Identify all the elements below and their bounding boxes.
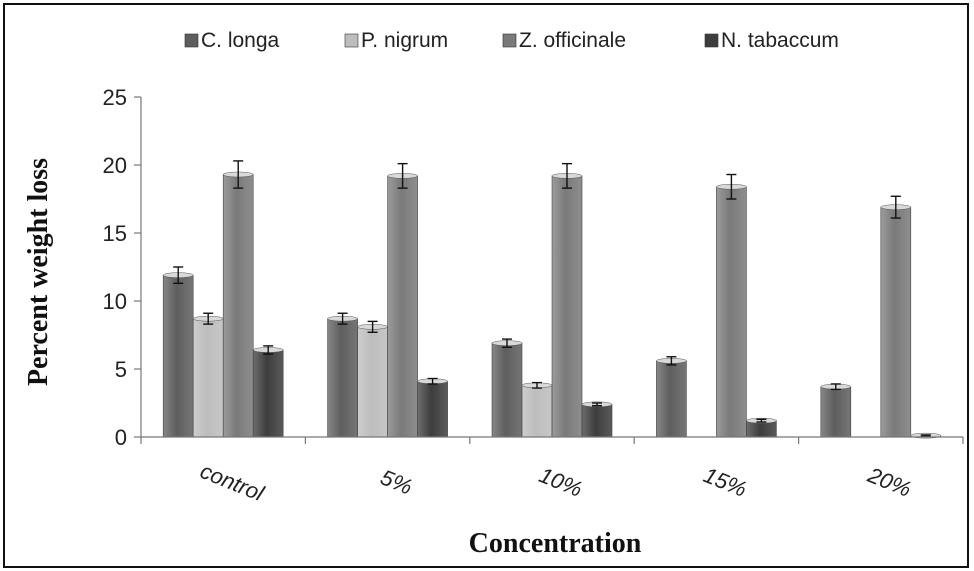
bar — [491, 342, 523, 438]
x-tick-label: control — [197, 458, 269, 506]
bar — [252, 349, 284, 438]
bar — [581, 404, 613, 438]
legend-label: N. tabaccum — [721, 29, 839, 52]
y-tick-label: 0 — [115, 425, 127, 450]
bar — [357, 326, 388, 438]
y-tick-label: 25 — [103, 85, 127, 110]
legend-label: Z. officinale — [519, 29, 626, 52]
x-axis: control 5% 10% 15% 20% — [140, 436, 964, 506]
chart-frame: C. longa P. nigrum Z. officinale N. tabaccu… — [3, 3, 969, 568]
bar — [656, 360, 687, 438]
bar — [222, 174, 254, 438]
bars — [162, 160, 942, 439]
x-tick-label: 5% — [377, 465, 416, 500]
y-tick-label: 10 — [103, 289, 127, 314]
bar — [551, 175, 583, 438]
bar — [880, 206, 912, 438]
bar — [327, 318, 358, 438]
legend-swatch — [184, 33, 199, 48]
bar — [162, 274, 194, 438]
x-tick-label: 20% — [864, 462, 915, 502]
x-tick-label: 10% — [536, 462, 586, 502]
legend-swatch — [704, 33, 719, 48]
x-axis-title: Concentration — [469, 528, 642, 559]
y-axis: 0 5 10 15 20 25 — [103, 85, 142, 450]
legend: C. longa P. nigrum Z. officinale N. tabaccu… — [184, 29, 839, 52]
x-tick-label: 15% — [700, 462, 750, 502]
y-tick-label: 15 — [103, 221, 127, 246]
legend-label: P. nigrum — [361, 29, 448, 52]
bar — [387, 175, 418, 438]
bar-chart: C. longa P. nigrum Z. officinale N. tabaccu… — [23, 29, 964, 559]
legend-label: C. longa — [201, 29, 280, 52]
bar — [192, 318, 224, 438]
legend-swatch — [344, 33, 359, 48]
bar — [820, 386, 852, 438]
y-tick-label: 5 — [115, 357, 127, 382]
y-tick-label: 20 — [103, 153, 127, 178]
y-axis-title: Percent weight loss — [23, 158, 54, 386]
bar — [417, 380, 448, 438]
legend-swatch — [502, 33, 517, 48]
bar — [521, 385, 553, 438]
bar — [716, 186, 747, 438]
